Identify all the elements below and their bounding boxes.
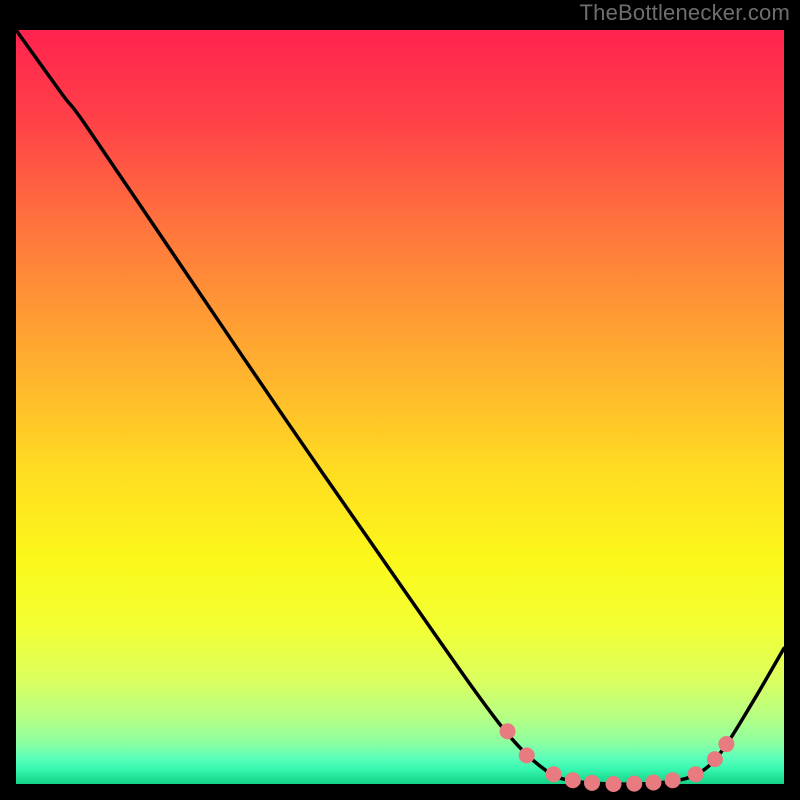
chart-container: TheBottlenecker.com bbox=[0, 0, 800, 800]
curve-marker bbox=[707, 752, 722, 767]
curve-marker bbox=[500, 724, 515, 739]
curve-marker bbox=[646, 775, 661, 790]
curve-marker bbox=[688, 767, 703, 782]
curve-marker bbox=[719, 737, 734, 752]
curve-marker bbox=[546, 767, 561, 782]
curve-marker bbox=[565, 773, 580, 788]
curve-marker bbox=[627, 776, 642, 791]
watermark-label: TheBottlenecker.com bbox=[580, 0, 790, 26]
curve-marker bbox=[519, 748, 534, 763]
curve-marker bbox=[585, 775, 600, 790]
curve-marker bbox=[606, 777, 621, 792]
plot-background bbox=[16, 30, 784, 784]
curve-marker bbox=[665, 773, 680, 788]
bottleneck-chart bbox=[0, 0, 800, 800]
